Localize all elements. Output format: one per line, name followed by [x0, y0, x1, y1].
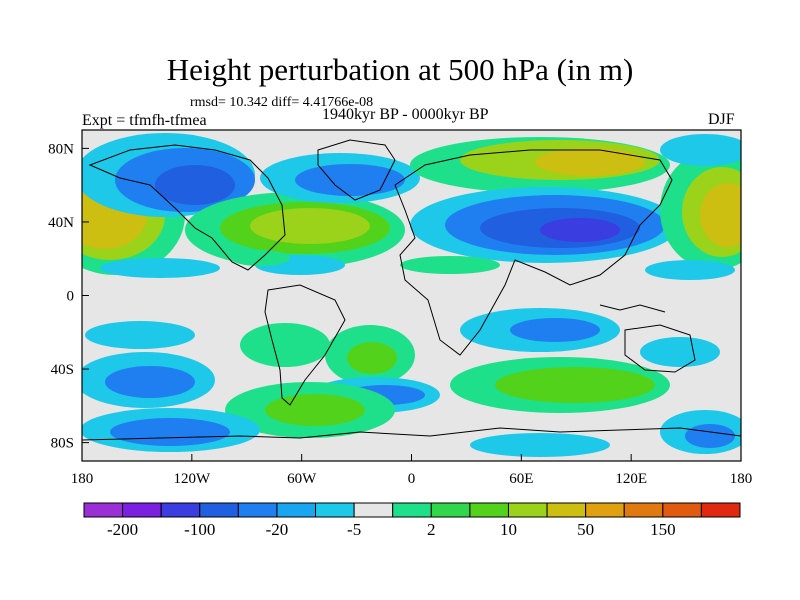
colorbar-box	[199, 502, 239, 518]
lon-tick-label: 60E	[509, 471, 533, 487]
colorbar-box	[276, 502, 317, 518]
colorbar-box	[507, 502, 548, 518]
contour-region	[700, 183, 741, 247]
contour-region	[660, 134, 741, 166]
lon-tick-label: 0	[408, 471, 416, 487]
colorbar-label: -200	[107, 520, 138, 539]
colorbar-label: 2	[427, 520, 436, 539]
contour-region	[495, 367, 655, 403]
contour-region	[155, 165, 235, 205]
stats-text: rmsd= 10.342 diff= 4.41766e-08	[190, 95, 374, 110]
colorbar-box	[83, 502, 124, 518]
coastline-greenland	[317, 139, 396, 201]
experiment-label: Expt = tfmfh-tfmea	[82, 112, 207, 129]
colorbar-box	[392, 502, 432, 518]
contour-region	[645, 260, 735, 280]
coastline-eurasia-africa	[394, 149, 673, 356]
colorbar-box	[546, 502, 587, 518]
lat-tick-label: 80S	[51, 436, 74, 452]
height-perturbation-field	[82, 133, 741, 457]
period-label: 1940kyr BP - 0000kyr BP	[322, 106, 489, 123]
colorbar-label: -20	[266, 520, 289, 539]
contour-region	[295, 164, 405, 196]
contour-region	[540, 218, 620, 242]
colorbar-label: 150	[650, 520, 676, 539]
contour-region	[100, 258, 220, 278]
coastlines	[82, 139, 741, 441]
lat-tick-label: 80N	[48, 141, 74, 157]
colorbar-box	[237, 502, 278, 518]
contour-region	[105, 366, 195, 398]
colorbar-label: -100	[184, 520, 215, 539]
lat-tick-label: 40S	[51, 362, 74, 378]
coastline-indonesia	[599, 304, 666, 313]
lon-tick-label: 180	[730, 471, 753, 487]
season-label: DJF	[708, 111, 735, 128]
coastline-australia	[624, 324, 696, 373]
contour-region	[640, 337, 720, 367]
contour-region	[250, 208, 370, 244]
longitude-axis: 180 120W 60W 0 60E 120E 180	[71, 454, 753, 487]
contour-region	[400, 256, 500, 274]
colorbar-box	[700, 502, 741, 518]
lat-tick-label: 40N	[48, 215, 74, 231]
colorbar-label: 50	[577, 520, 594, 539]
lon-tick-label: 60W	[287, 471, 317, 487]
contour-region	[510, 318, 600, 342]
contour-region	[265, 394, 365, 426]
contour-region	[240, 323, 330, 367]
colorbar-box	[315, 502, 355, 518]
colorbar-label: -5	[347, 520, 361, 539]
contour-region	[230, 250, 290, 266]
lon-tick-label: 120E	[615, 471, 647, 487]
colorbar-box	[623, 502, 664, 518]
contour-region	[535, 148, 645, 176]
coastline-antarctica	[82, 427, 741, 441]
latitude-axis: 80N 40N 0 40S 80S	[48, 141, 89, 452]
coastline-south-america	[264, 284, 346, 406]
lon-tick-label: 180	[71, 471, 94, 487]
coastline-north-america	[88, 144, 286, 271]
lon-tick-label: 120W	[173, 471, 211, 487]
colorbar-box	[662, 502, 702, 518]
colorbar-box	[122, 502, 162, 518]
contour-region	[470, 433, 610, 457]
colorbar-labels: -200 -100 -20 -5 2 10 50 150	[107, 520, 676, 539]
contour-region	[347, 342, 397, 374]
colorbar-box	[585, 502, 625, 518]
colorbar-boxes	[83, 502, 741, 518]
colorbar-label: 10	[500, 520, 517, 539]
plot-title: Height perturbation at 500 hPa (in m)	[166, 52, 634, 87]
colorbar-box	[430, 502, 471, 518]
colorbar-box	[469, 502, 509, 518]
colorbar-box	[353, 502, 394, 518]
contour-region	[85, 321, 195, 349]
lat-tick-label: 0	[67, 289, 75, 305]
colorbar-box	[160, 502, 201, 518]
